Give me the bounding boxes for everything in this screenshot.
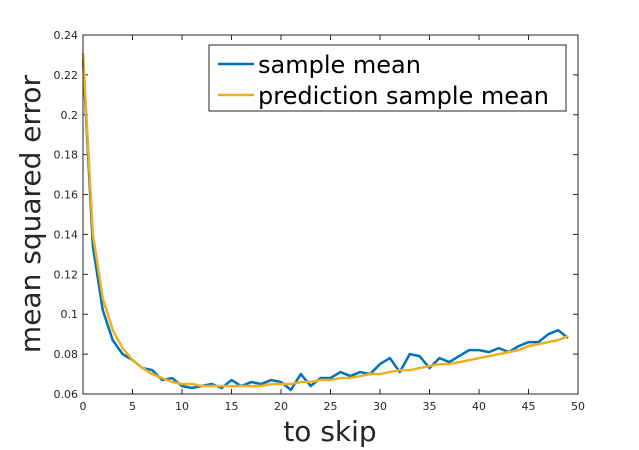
- legend: sample mean prediction sample mean: [208, 44, 567, 112]
- y-tick-label: 0.24: [54, 29, 79, 42]
- legend-box: [208, 44, 567, 112]
- x-axis-title: to skip: [283, 415, 376, 448]
- y-tick-label: 0.08: [54, 348, 79, 361]
- y-tick-label: 0.18: [54, 149, 79, 162]
- x-tick-label: 40: [472, 400, 486, 413]
- x-tick-label: 45: [522, 400, 536, 413]
- tick-labels: 0 5 10 15 20 25 30 35 40 45 50 0.06 0.08 0.1 0.12 0.14 0…: [54, 29, 586, 413]
- x-tick-label: 25: [324, 400, 338, 413]
- y-axis-title: mean squared error: [14, 74, 47, 353]
- x-tick-label: 30: [373, 400, 387, 413]
- y-tick-label: 0.2: [61, 109, 79, 122]
- y-tick-label: 0.14: [54, 228, 79, 241]
- x-tick-label: 0: [80, 400, 87, 413]
- legend-label-sample-mean: sample mean: [258, 51, 421, 79]
- x-tick-label: 15: [225, 400, 239, 413]
- x-tick-label: 35: [423, 400, 437, 413]
- series-lines: [81, 52, 569, 392]
- x-tick-label: 20: [274, 400, 288, 413]
- plot-frame: [82, 34, 579, 395]
- y-tick-label: 0.12: [54, 268, 79, 281]
- y-tick-label: 0.1: [61, 308, 79, 321]
- y-tick-label: 0.16: [54, 189, 79, 202]
- x-tick-label: 50: [571, 400, 585, 413]
- legend-label-prediction-sample-mean: prediction sample mean: [258, 82, 549, 110]
- x-tick-label: 10: [175, 400, 189, 413]
- y-tick-label: 0.22: [54, 69, 79, 82]
- y-tick-label: 0.06: [54, 388, 79, 401]
- x-tick-label: 5: [129, 400, 136, 413]
- series-line-prediction-sample-mean: [81, 52, 569, 388]
